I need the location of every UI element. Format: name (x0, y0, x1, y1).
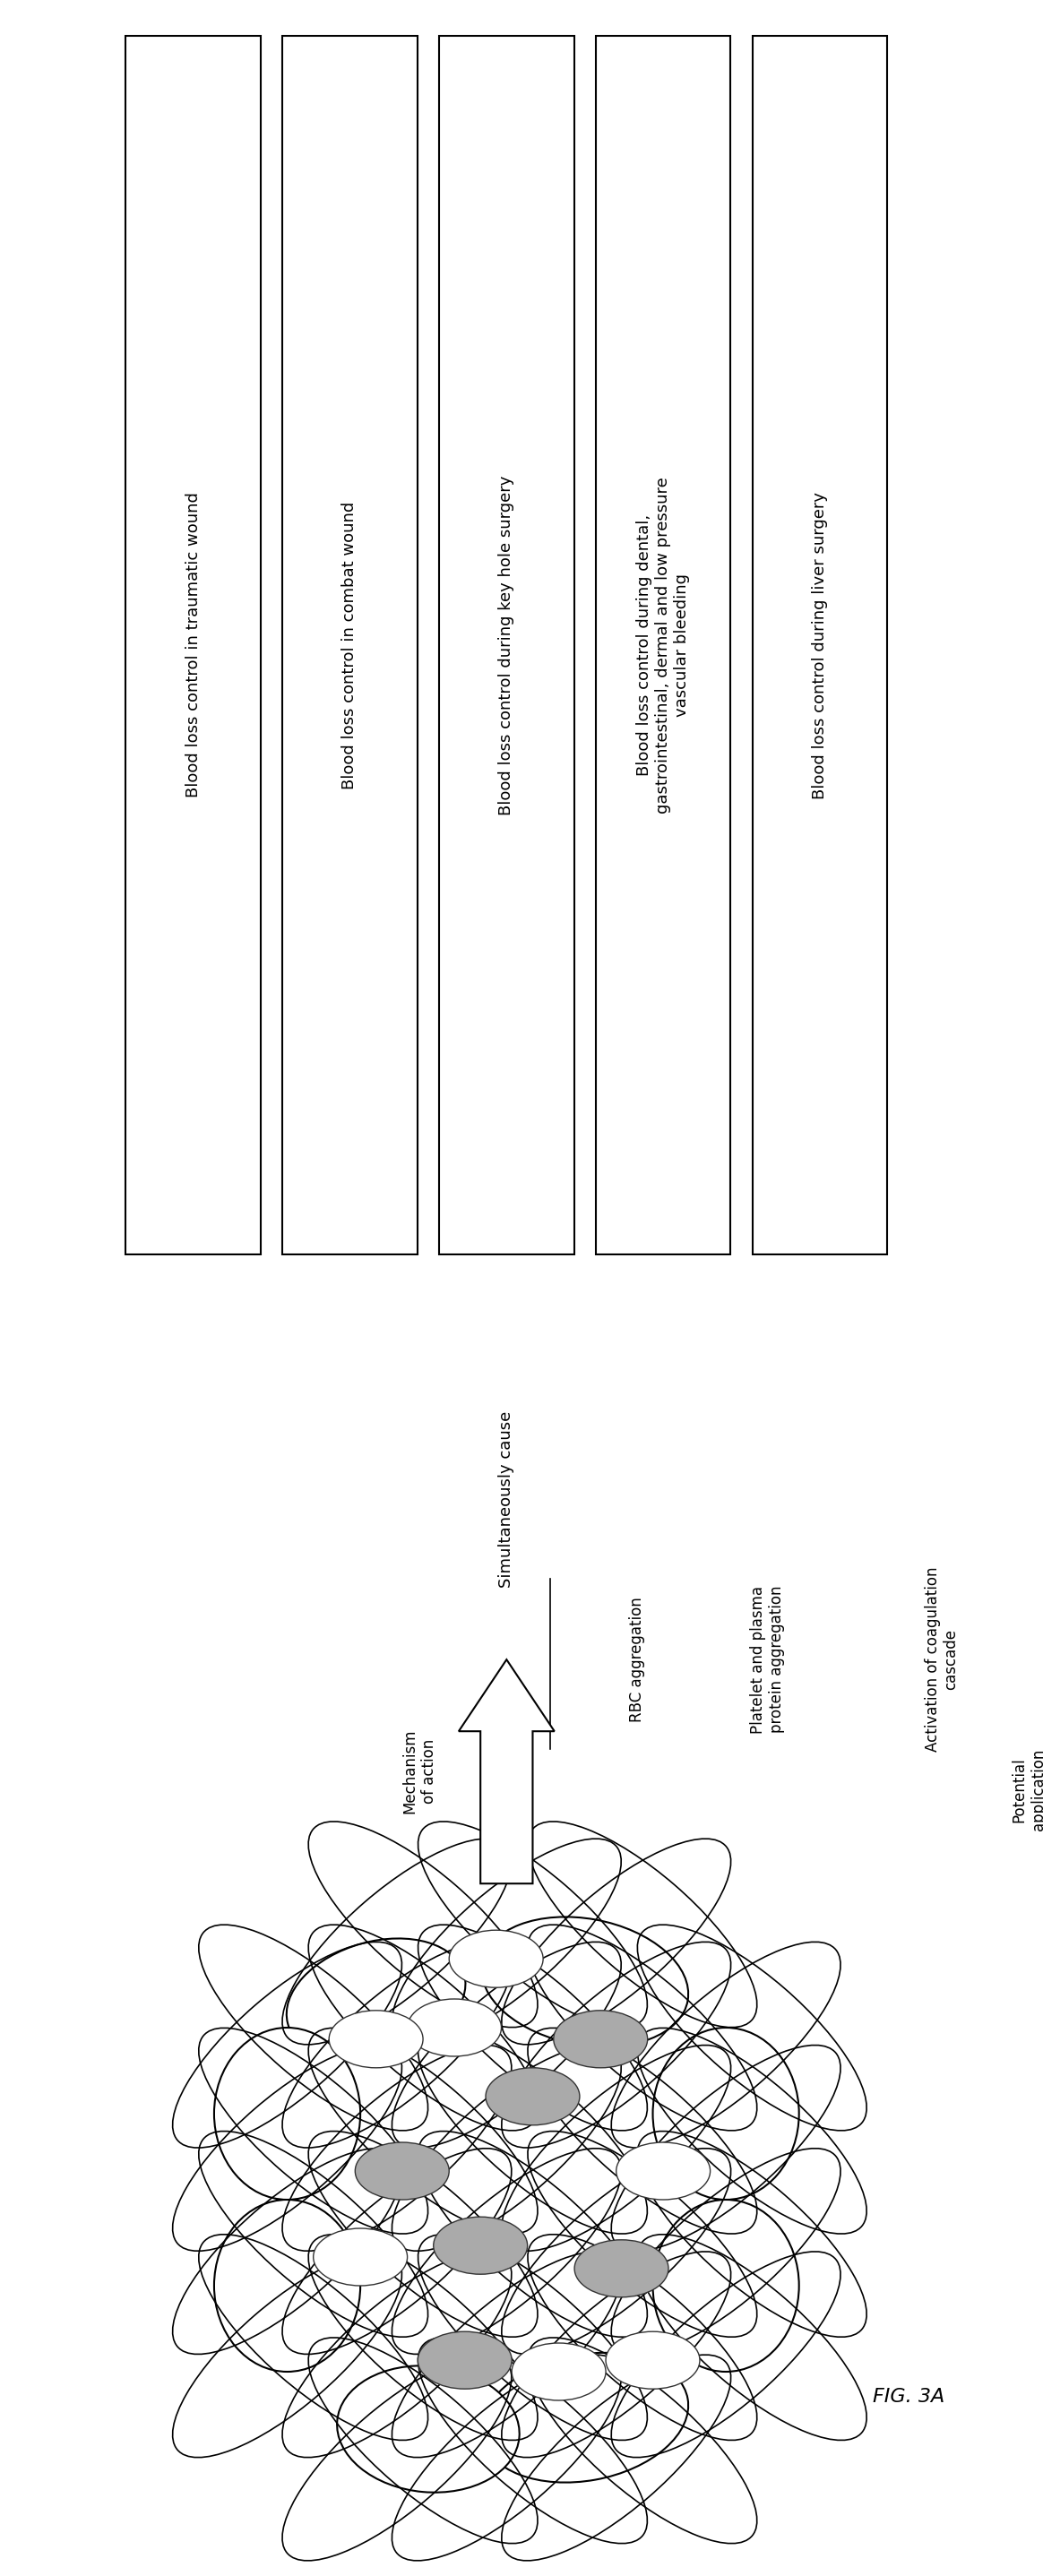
FancyBboxPatch shape (283, 36, 417, 1255)
Ellipse shape (337, 2365, 519, 2494)
Ellipse shape (434, 2218, 528, 2275)
Text: Blood loss control during key hole surgery: Blood loss control during key hole surge… (499, 474, 514, 814)
Ellipse shape (214, 2200, 360, 2372)
Text: Activation of coagulation
cascade: Activation of coagulation cascade (924, 1566, 960, 1752)
FancyBboxPatch shape (596, 36, 731, 1255)
Text: Blood loss control in traumatic wound: Blood loss control in traumatic wound (186, 492, 201, 799)
Text: Mechanism
of action: Mechanism of action (403, 1728, 437, 1814)
Text: Blood loss control during liver surgery: Blood loss control during liver surgery (811, 492, 828, 799)
Ellipse shape (408, 1999, 502, 2056)
Ellipse shape (313, 2228, 408, 2285)
FancyBboxPatch shape (752, 36, 888, 1255)
FancyBboxPatch shape (439, 36, 574, 1255)
Text: Simultaneously cause: Simultaneously cause (499, 1412, 514, 1587)
Ellipse shape (287, 1940, 465, 2058)
Ellipse shape (450, 1929, 543, 1989)
Ellipse shape (512, 2344, 606, 2401)
FancyBboxPatch shape (126, 36, 261, 1255)
Ellipse shape (214, 2027, 360, 2200)
Text: Platelet and plasma
protein aggregation: Platelet and plasma protein aggregation (750, 1587, 785, 1734)
Ellipse shape (606, 2331, 700, 2388)
Ellipse shape (554, 2009, 648, 2069)
Text: FIG. 3A: FIG. 3A (873, 2388, 945, 2406)
Ellipse shape (575, 2239, 669, 2298)
Ellipse shape (355, 2143, 450, 2200)
Ellipse shape (329, 2009, 423, 2069)
Text: RBC aggregation: RBC aggregation (629, 1597, 646, 1723)
Ellipse shape (653, 2200, 799, 2372)
Ellipse shape (616, 2143, 710, 2200)
Text: Blood loss control in combat wound: Blood loss control in combat wound (342, 502, 358, 788)
Text: Potential
application: Potential application (1012, 1749, 1043, 1832)
Ellipse shape (653, 2027, 799, 2200)
Ellipse shape (418, 2331, 512, 2388)
FancyArrow shape (459, 1659, 555, 1883)
Ellipse shape (486, 2069, 580, 2125)
Text: Blood loss control during dental,
gastrointestinal, dermal and low pressure
vasc: Blood loss control during dental, gastro… (636, 477, 689, 814)
Ellipse shape (482, 1917, 688, 2048)
Ellipse shape (482, 2352, 688, 2483)
